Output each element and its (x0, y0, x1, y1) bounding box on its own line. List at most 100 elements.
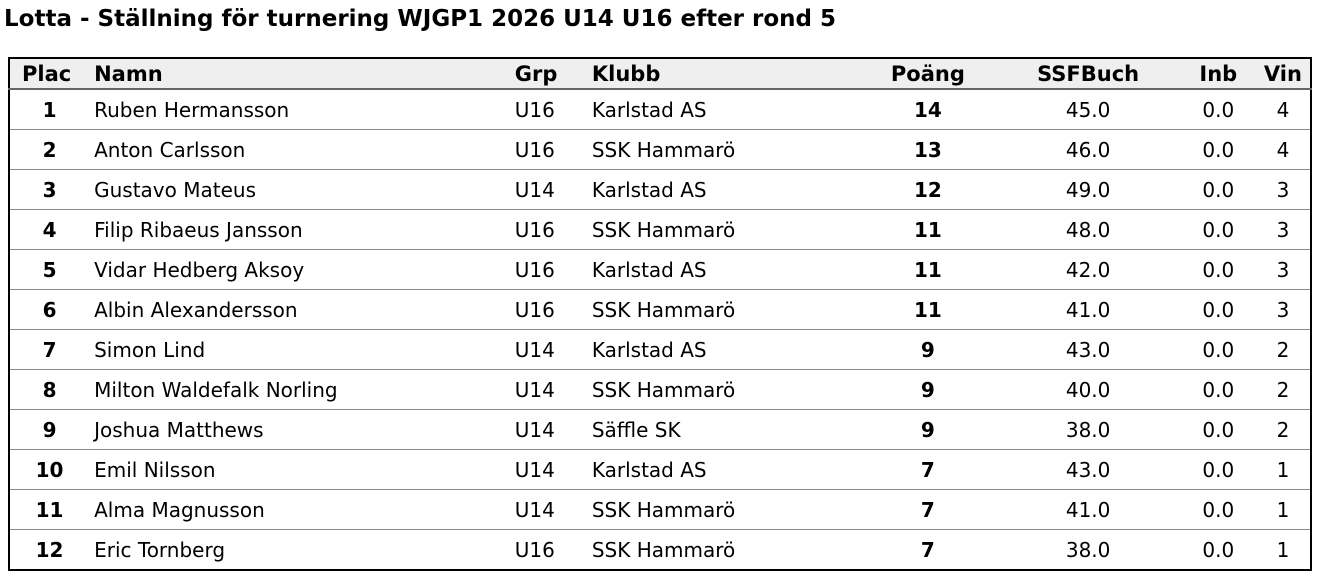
cell-plac: 1 (9, 88, 90, 130)
cell-ssfbuch: 43.0 (995, 329, 1181, 370)
cell-plac: 9 (9, 409, 90, 450)
cell-klubb: Karlstad AS (587, 88, 861, 130)
cell-vin: 4 (1255, 88, 1311, 130)
cell-grp: U16 (509, 289, 588, 330)
cell-ssfbuch: 40.0 (995, 369, 1181, 410)
cell-plac: 3 (9, 169, 90, 210)
column-header-klubb: Klubb (587, 58, 861, 90)
cell-ssfbuch: 42.0 (995, 249, 1181, 290)
table-row: 6 Albin Alexandersson U16 SSK Hammarö 11… (9, 289, 1311, 330)
cell-grp: U16 (509, 129, 588, 170)
cell-plac: 11 (9, 489, 90, 530)
cell-inb: 0.0 (1180, 88, 1256, 130)
cell-inb: 0.0 (1180, 169, 1256, 210)
cell-klubb: SSK Hammarö (587, 289, 861, 330)
cell-vin: 2 (1255, 329, 1311, 370)
cell-namn: Milton Waldefalk Norling (89, 369, 510, 410)
table-row: 11 Alma Magnusson U14 SSK Hammarö 7 41.0… (9, 489, 1311, 530)
cell-inb: 0.0 (1180, 329, 1256, 370)
cell-poang: 13 (860, 129, 996, 170)
column-header-ssfbuch: SSFBuch (995, 58, 1181, 90)
cell-ssfbuch: 48.0 (995, 209, 1181, 250)
cell-klubb: SSK Hammarö (587, 529, 861, 570)
cell-namn: Albin Alexandersson (89, 289, 510, 330)
cell-klubb: Karlstad AS (587, 449, 861, 490)
cell-ssfbuch: 45.0 (995, 88, 1181, 130)
cell-namn: Gustavo Mateus (89, 169, 510, 210)
cell-vin: 1 (1255, 529, 1311, 570)
cell-grp: U16 (509, 88, 588, 130)
table-row: 12 Eric Tornberg U16 SSK Hammarö 7 38.0 … (9, 529, 1311, 570)
cell-klubb: SSK Hammarö (587, 129, 861, 170)
column-header-poang: Poäng (860, 58, 996, 90)
cell-grp: U14 (509, 409, 588, 450)
cell-inb: 0.0 (1180, 289, 1256, 330)
cell-poang: 9 (860, 369, 996, 410)
table-row: 8 Milton Waldefalk Norling U14 SSK Hamma… (9, 369, 1311, 410)
cell-plac: 5 (9, 249, 90, 290)
cell-vin: 3 (1255, 289, 1311, 330)
cell-inb: 0.0 (1180, 129, 1256, 170)
table-row: 10 Emil Nilsson U14 Karlstad AS 7 43.0 0… (9, 449, 1311, 490)
cell-klubb: Karlstad AS (587, 329, 861, 370)
cell-plac: 7 (9, 329, 90, 370)
cell-plac: 6 (9, 289, 90, 330)
cell-vin: 2 (1255, 369, 1311, 410)
cell-plac: 10 (9, 449, 90, 490)
cell-namn: Simon Lind (89, 329, 510, 370)
cell-klubb: SSK Hammarö (587, 209, 861, 250)
cell-vin: 3 (1255, 249, 1311, 290)
table-row: 4 Filip Ribaeus Jansson U16 SSK Hammarö … (9, 209, 1311, 250)
cell-inb: 0.0 (1180, 529, 1256, 570)
page-title: Lotta - Ställning för turnering WJGP1 20… (4, 6, 837, 32)
column-header-inb: Inb (1180, 58, 1256, 90)
cell-klubb: SSK Hammarö (587, 369, 861, 410)
column-header-vin: Vin (1255, 58, 1311, 90)
cell-poang: 11 (860, 249, 996, 290)
cell-ssfbuch: 41.0 (995, 289, 1181, 330)
cell-vin: 4 (1255, 129, 1311, 170)
cell-klubb: Karlstad AS (587, 169, 861, 210)
cell-inb: 0.0 (1180, 489, 1256, 530)
cell-inb: 0.0 (1180, 409, 1256, 450)
table-row: 1 Ruben Hermansson U16 Karlstad AS 14 45… (9, 88, 1311, 130)
cell-poang: 11 (860, 289, 996, 330)
table-row: 5 Vidar Hedberg Aksoy U16 Karlstad AS 11… (9, 249, 1311, 290)
cell-klubb: Karlstad AS (587, 249, 861, 290)
cell-inb: 0.0 (1180, 249, 1256, 290)
cell-poang: 11 (860, 209, 996, 250)
cell-poang: 9 (860, 409, 996, 450)
cell-vin: 2 (1255, 409, 1311, 450)
cell-ssfbuch: 41.0 (995, 489, 1181, 530)
cell-grp: U14 (509, 369, 588, 410)
cell-vin: 3 (1255, 209, 1311, 250)
cell-inb: 0.0 (1180, 369, 1256, 410)
cell-klubb: SSK Hammarö (587, 489, 861, 530)
cell-ssfbuch: 46.0 (995, 129, 1181, 170)
column-header-namn: Namn (89, 58, 510, 90)
cell-namn: Vidar Hedberg Aksoy (89, 249, 510, 290)
cell-klubb: Säffle SK (587, 409, 861, 450)
cell-ssfbuch: 38.0 (995, 409, 1181, 450)
cell-poang: 7 (860, 529, 996, 570)
table-header-row: Plac Namn Grp Klubb Poäng SSFBuch Inb Vi… (9, 58, 1311, 90)
cell-namn: Alma Magnusson (89, 489, 510, 530)
cell-namn: Anton Carlsson (89, 129, 510, 170)
cell-vin: 3 (1255, 169, 1311, 210)
cell-vin: 1 (1255, 489, 1311, 530)
table-row: 9 Joshua Matthews U14 Säffle SK 9 38.0 0… (9, 409, 1311, 450)
standings-table-body: 1 Ruben Hermansson U16 Karlstad AS 14 45… (9, 88, 1311, 570)
cell-poang: 12 (860, 169, 996, 210)
cell-inb: 0.0 (1180, 209, 1256, 250)
cell-poang: 7 (860, 489, 996, 530)
cell-namn: Eric Tornberg (89, 529, 510, 570)
cell-plac: 4 (9, 209, 90, 250)
column-header-plac: Plac (9, 58, 90, 90)
cell-grp: U14 (509, 329, 588, 370)
cell-grp: U16 (509, 529, 588, 570)
cell-poang: 14 (860, 88, 996, 130)
table-row: 3 Gustavo Mateus U14 Karlstad AS 12 49.0… (9, 169, 1311, 210)
cell-namn: Joshua Matthews (89, 409, 510, 450)
cell-namn: Filip Ribaeus Jansson (89, 209, 510, 250)
cell-grp: U14 (509, 489, 588, 530)
